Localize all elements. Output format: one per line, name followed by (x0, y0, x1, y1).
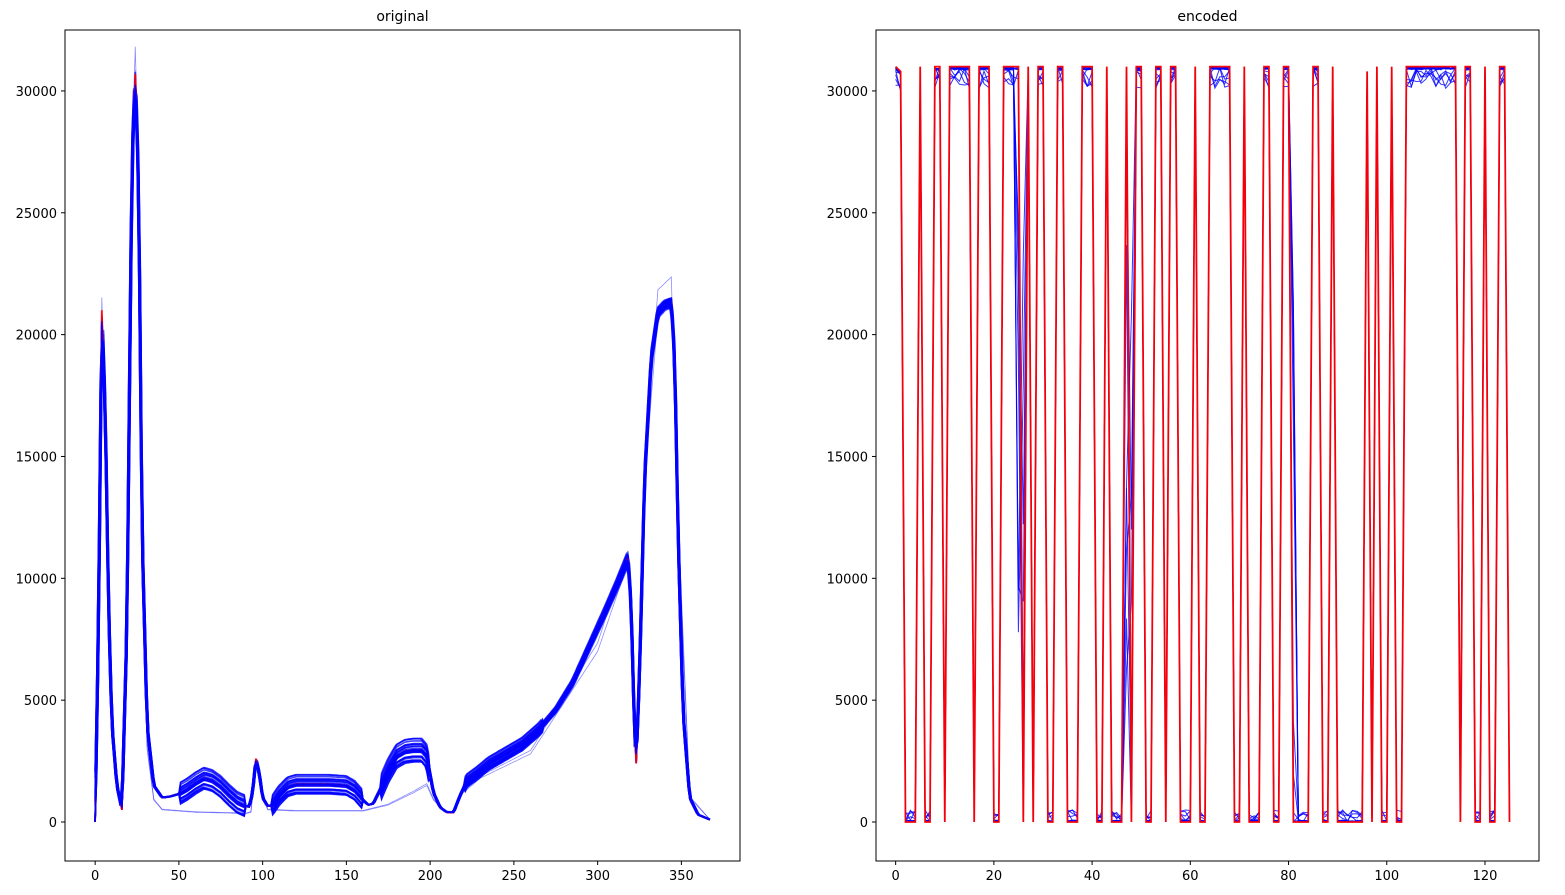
sample-line (94, 88, 711, 821)
sample-line (94, 89, 711, 823)
sample-line (895, 65, 1510, 823)
y-tick-label: 10000 (827, 572, 868, 587)
sample-line (94, 82, 711, 821)
outlier-line (94, 83, 711, 823)
x-tick-label: 300 (585, 869, 610, 884)
sample-line (94, 102, 711, 823)
sample-line (895, 65, 1510, 823)
axes-frame-encoded (875, 29, 1540, 862)
sample-line (94, 93, 711, 821)
series-lines-encoded (894, 65, 1511, 824)
y-tick-label: 15000 (16, 450, 57, 465)
panel-encoded: encoded 0 20 40 60 80 100 120 0 5000 10000 15000 20… (827, 9, 1540, 884)
sample-line (94, 83, 711, 820)
y-tick-label: 0 (49, 816, 57, 831)
y-tick-label: 30000 (16, 85, 57, 100)
series-lines-original (94, 46, 711, 823)
y-tick-label: 10000 (16, 572, 57, 587)
sample-line (94, 90, 711, 821)
sample-line (94, 84, 711, 823)
sample-line (94, 76, 711, 823)
sample-line (94, 85, 711, 823)
sample-line (94, 96, 710, 820)
y-tick-label: 25000 (16, 207, 57, 222)
sample-line (94, 70, 711, 823)
x-tick-label: 50 (171, 869, 188, 884)
x-tick-label: 250 (501, 869, 526, 884)
y-tick-label: 25000 (827, 207, 868, 222)
sample-line (94, 86, 711, 820)
sample-line (94, 95, 711, 821)
x-tick-label: 20 (986, 869, 1003, 884)
sample-line (94, 90, 711, 823)
sample-line (94, 90, 711, 823)
x-tick-label: 0 (91, 869, 99, 884)
sample-line (895, 66, 1510, 823)
sample-line (94, 76, 711, 823)
x-tick-label: 40 (1084, 869, 1101, 884)
sample-line (94, 88, 711, 823)
x-tick-label: 120 (1473, 869, 1498, 884)
sample-line (895, 65, 1510, 824)
chart-title-original: original (376, 9, 428, 25)
sample-line (94, 80, 711, 823)
sample-line (94, 79, 711, 823)
y-tick-label: 20000 (827, 329, 868, 344)
x-tick-label: 150 (334, 869, 359, 884)
sample-line (895, 66, 1510, 823)
y-tick-label: 0 (860, 816, 868, 831)
sample-line (895, 66, 1510, 823)
sample-line (895, 65, 1510, 823)
ticks-encoded: 0 20 40 60 80 100 120 0 5000 10000 15000 20000 25000… (827, 85, 1498, 884)
y-tick-label: 5000 (24, 694, 57, 709)
sample-line (94, 80, 711, 823)
sample-line (94, 84, 711, 821)
sample-line (94, 86, 711, 823)
sample-line (94, 84, 711, 823)
sample-line (94, 95, 711, 821)
sample-line (94, 99, 711, 821)
sample-line (895, 66, 1510, 823)
sample-line (895, 65, 1510, 823)
x-tick-label: 80 (1280, 869, 1297, 884)
sample-line (94, 97, 711, 823)
chart-title-encoded: encoded (1177, 9, 1237, 25)
sample-line (94, 79, 711, 823)
y-tick-label: 5000 (835, 694, 868, 709)
sample-line (94, 84, 711, 823)
reference-line (894, 65, 1511, 823)
sample-line (94, 80, 711, 823)
reference-line (94, 73, 711, 823)
panel-original: original 0 50 100 150 200 250 300 350 0 5000 10000… (16, 9, 741, 884)
sample-line (94, 72, 711, 823)
sample-line (895, 66, 1510, 823)
x-tick-label: 60 (1182, 869, 1199, 884)
sample-line (895, 65, 1510, 823)
sample-line (94, 79, 711, 823)
sample-line (94, 92, 711, 823)
sample-line (94, 88, 711, 823)
sample-line (94, 81, 711, 823)
sample-line (94, 75, 711, 823)
axes-frame-original (64, 29, 741, 862)
x-tick-label: 350 (669, 869, 694, 884)
sample-line (895, 65, 1510, 823)
sample-line (94, 90, 711, 821)
x-tick-label: 100 (1374, 869, 1399, 884)
x-tick-label: 200 (418, 869, 443, 884)
sample-line (94, 96, 711, 823)
outlier-line (94, 46, 711, 823)
sample-line (94, 87, 711, 821)
ticks-original: 0 50 100 150 200 250 300 350 0 5000 10000 15000 2000… (16, 85, 694, 884)
x-tick-label: 0 (892, 869, 900, 884)
x-tick-label: 100 (250, 869, 275, 884)
y-tick-label: 30000 (827, 85, 868, 100)
y-tick-label: 20000 (16, 329, 57, 344)
y-tick-label: 15000 (827, 450, 868, 465)
sample-line (94, 77, 711, 823)
sample-line (895, 66, 1510, 824)
sample-line (895, 66, 1510, 823)
